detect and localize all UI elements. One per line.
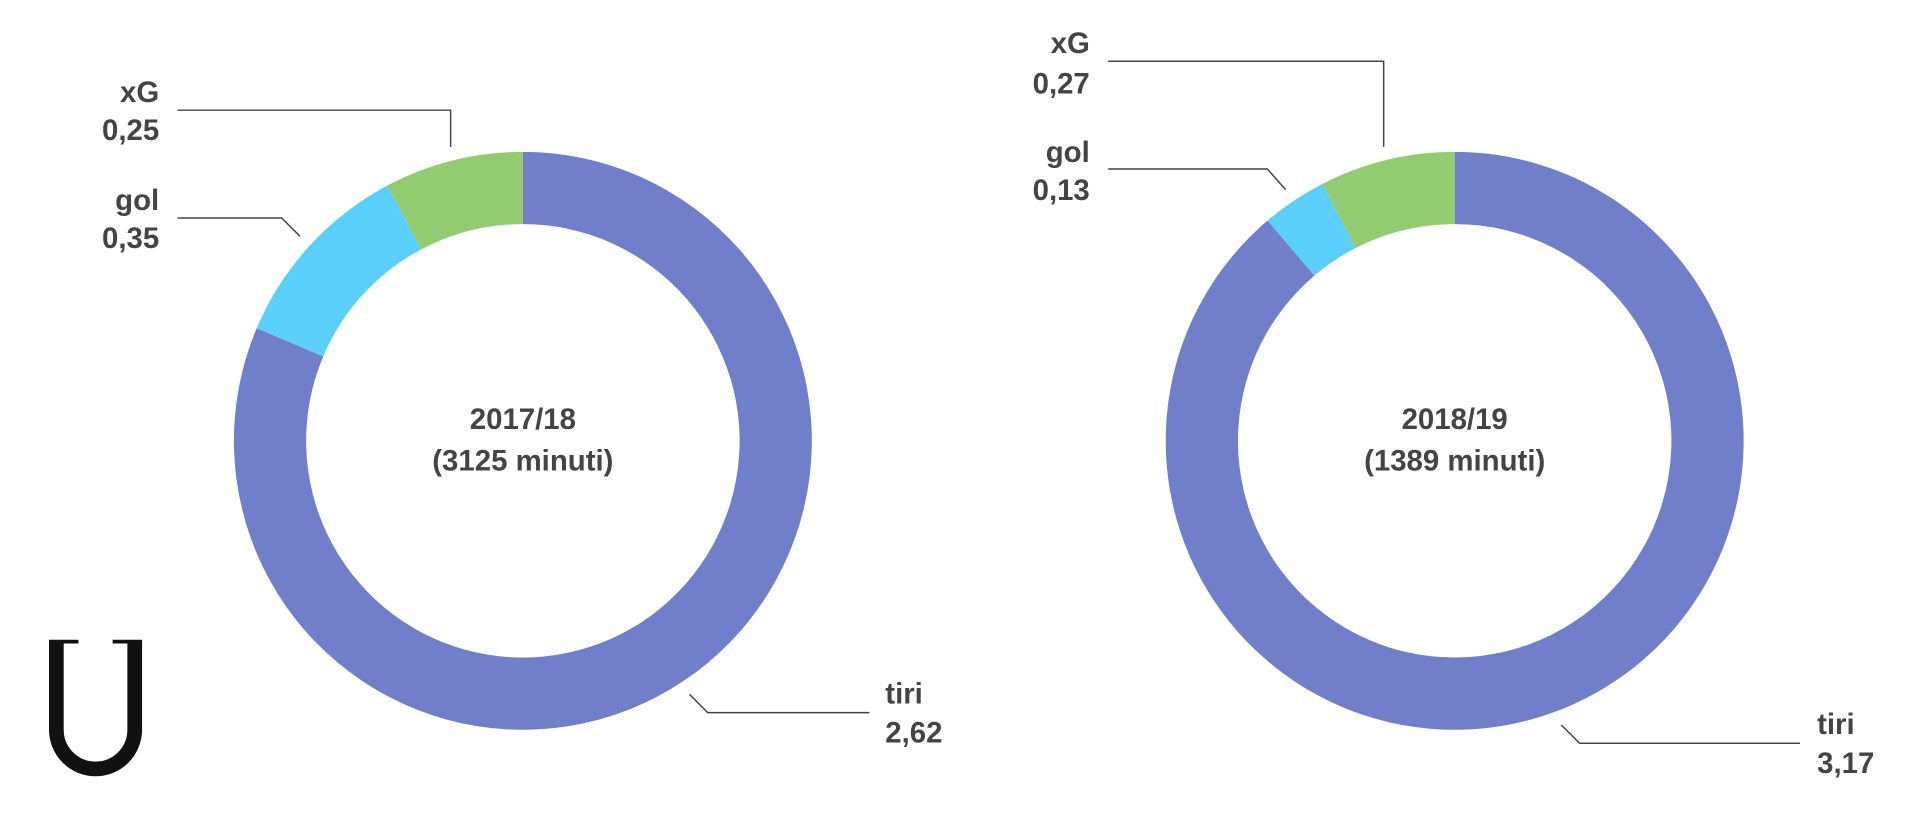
- segment-label: gol: [1046, 136, 1090, 169]
- leader-line: [688, 693, 870, 714]
- segment-label: tiri: [885, 677, 923, 710]
- value-label: 0,27: [1033, 67, 1090, 100]
- value-label: 0,35: [102, 222, 159, 255]
- segment-label: tiri: [1817, 708, 1855, 741]
- center-title: 2018/19: [1402, 403, 1508, 436]
- segment-label: xG: [120, 76, 159, 109]
- donut-segment: [256, 185, 422, 357]
- donut-segment: [1165, 151, 1744, 730]
- center-title: 2017/18: [470, 403, 576, 436]
- leader-line: [1108, 168, 1287, 191]
- logo: [49, 639, 143, 777]
- value-label: 3,17: [1817, 747, 1874, 780]
- segment-label: xG: [1051, 27, 1090, 60]
- leader-line: [177, 109, 452, 147]
- donut-segment: [1267, 183, 1356, 276]
- center-subtitle: (3125 minuti): [432, 445, 613, 478]
- leader-line: [177, 217, 301, 237]
- segment-label: gol: [115, 184, 159, 217]
- value-label: 0,25: [102, 114, 159, 147]
- center-subtitle: (1389 minuti): [1364, 445, 1545, 478]
- leader-line: [1560, 724, 1800, 744]
- donut-segment: [1322, 151, 1455, 249]
- leader-line: [1108, 60, 1385, 147]
- value-label: 0,13: [1033, 174, 1090, 207]
- donut-segment: [387, 151, 523, 250]
- value-label: 2,62: [885, 716, 942, 749]
